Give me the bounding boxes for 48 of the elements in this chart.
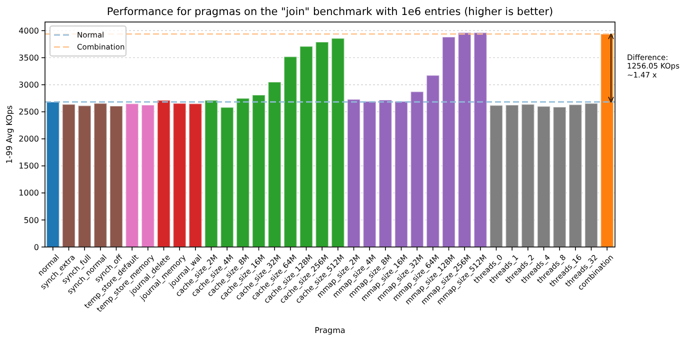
bar xyxy=(584,102,598,248)
bar xyxy=(552,106,566,248)
bar xyxy=(299,46,314,248)
bar xyxy=(489,104,504,248)
bar xyxy=(284,56,298,248)
y-tick-label: 2000 xyxy=(18,134,39,144)
bar xyxy=(568,104,582,248)
y-tick-label: 1000 xyxy=(18,188,39,198)
bar xyxy=(62,104,76,248)
bar xyxy=(442,36,456,248)
bar xyxy=(536,106,551,248)
y-tick-label: 3500 xyxy=(18,53,39,62)
bar xyxy=(156,100,171,248)
bar xyxy=(331,38,345,248)
y-tick-label: 2500 xyxy=(18,108,39,117)
y-tick-label: 4000 xyxy=(18,26,39,36)
bar xyxy=(315,42,329,248)
bar xyxy=(78,105,92,248)
bar xyxy=(220,106,234,248)
bar xyxy=(521,104,535,248)
bar xyxy=(172,102,186,248)
bar xyxy=(141,104,155,248)
y-tick-label: 0 xyxy=(34,242,39,252)
y-axis-title: 1-99 Avg KOps xyxy=(5,105,14,164)
bar xyxy=(600,34,614,248)
bar xyxy=(458,32,472,248)
bar xyxy=(394,100,408,248)
bar xyxy=(474,32,488,248)
bar xyxy=(268,82,282,248)
bar xyxy=(236,98,250,248)
bar xyxy=(109,105,124,248)
bar xyxy=(410,91,424,248)
bar xyxy=(46,101,60,248)
x-axis-title: Pragma xyxy=(314,326,346,335)
y-tick-label: 500 xyxy=(24,216,39,225)
bar xyxy=(204,100,218,248)
bar xyxy=(125,103,139,248)
bar xyxy=(378,99,392,248)
bar xyxy=(188,103,202,248)
bar xyxy=(426,74,440,248)
bar xyxy=(505,104,519,248)
y-tick-label: 1500 xyxy=(18,162,39,171)
chart-title: Performance for pragmas on the "join" benchmark with 1e6 entries (higher is better) xyxy=(106,6,554,18)
bar xyxy=(362,100,376,248)
bar xyxy=(346,98,361,248)
bar xyxy=(94,102,108,248)
bar xyxy=(252,94,266,248)
y-tick-label: 3000 xyxy=(18,80,39,90)
